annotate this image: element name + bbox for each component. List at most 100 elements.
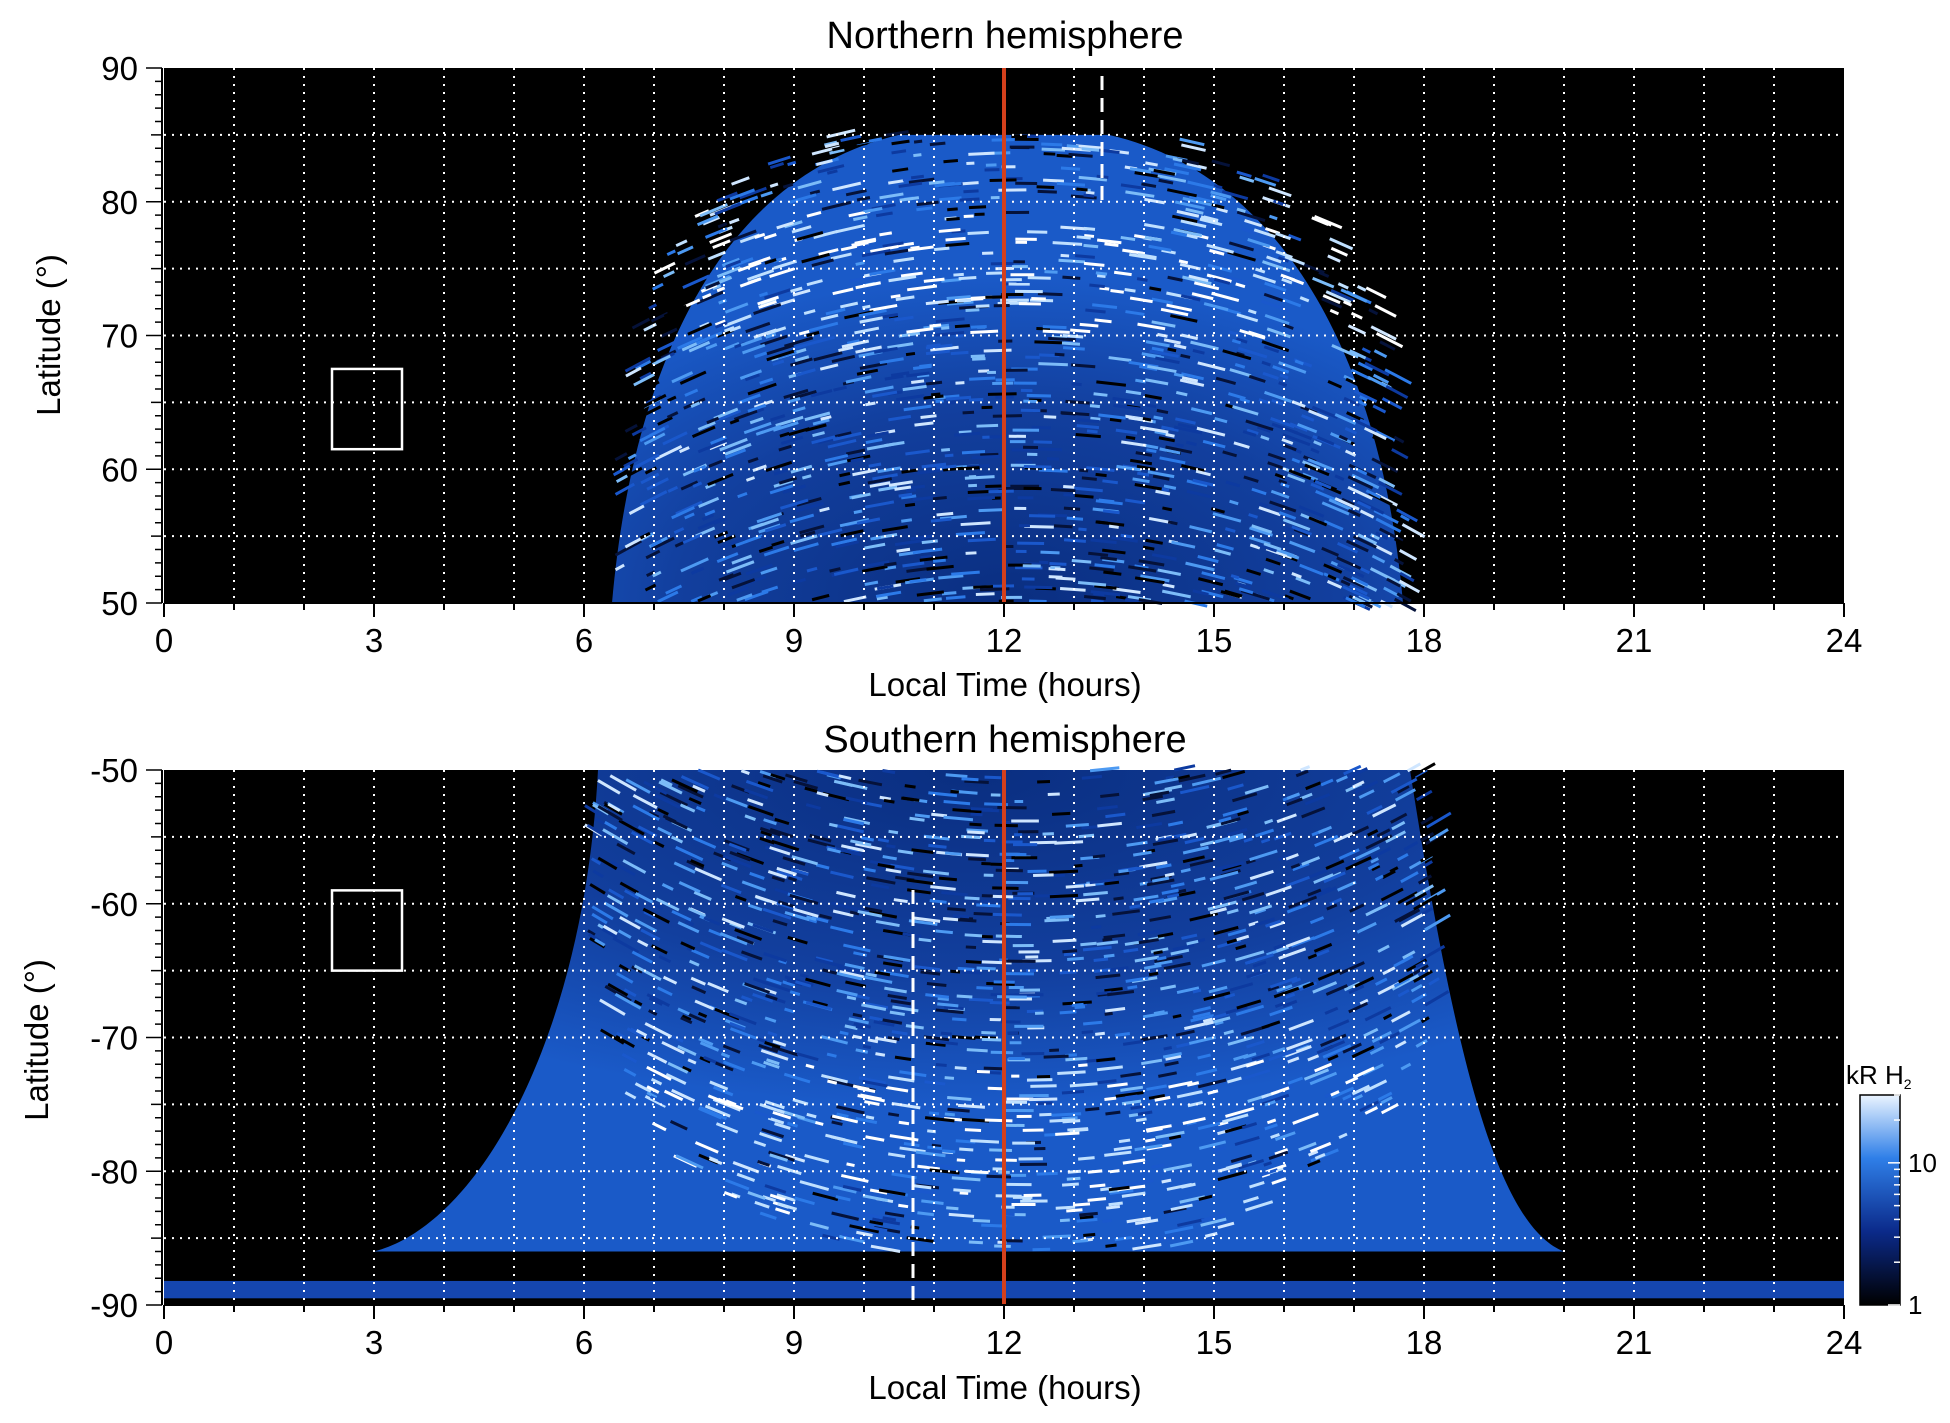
south-streak	[695, 805, 706, 813]
south-streak	[1301, 806, 1326, 819]
south-streak	[1390, 777, 1418, 794]
north-streak	[731, 578, 756, 590]
south-streak	[877, 837, 890, 843]
south-streak	[1141, 1058, 1163, 1066]
south-streak	[1195, 1068, 1218, 1076]
north-streak	[1278, 381, 1288, 387]
north-streak	[1322, 294, 1341, 305]
north-streak	[1228, 392, 1246, 401]
north-streak	[763, 545, 790, 557]
north-streak	[1076, 235, 1091, 240]
south-streak	[1209, 870, 1239, 881]
south-streak	[1374, 874, 1384, 882]
south-streak	[1113, 1145, 1133, 1152]
south-streak	[1134, 1143, 1163, 1152]
south-streak	[1331, 861, 1353, 874]
south-streak	[860, 836, 875, 842]
south-streak	[924, 1116, 955, 1123]
north-streak	[648, 303, 658, 310]
south-streak	[1424, 990, 1450, 1007]
north-streak	[792, 577, 807, 585]
north-streak	[818, 248, 839, 256]
north-streak	[1081, 476, 1097, 481]
south-streak	[957, 918, 977, 923]
north-streak	[812, 418, 830, 426]
north-streak	[1287, 233, 1302, 242]
south-streak	[1355, 846, 1381, 861]
south-streak	[784, 1007, 795, 1014]
north-streak	[945, 242, 970, 247]
south-streak	[624, 889, 640, 900]
north-streak	[907, 245, 934, 252]
north-streak	[729, 325, 742, 333]
north-streak	[1159, 447, 1181, 455]
north-streak	[1307, 458, 1335, 472]
north-streak	[1090, 538, 1117, 545]
north-streak	[834, 431, 852, 439]
north-streak	[1143, 235, 1162, 242]
north-streak	[660, 349, 677, 360]
south-streak	[1302, 981, 1315, 989]
south-streak	[1391, 820, 1406, 831]
north-streak	[887, 342, 914, 350]
south-streak	[826, 847, 841, 854]
north-streak	[644, 583, 657, 592]
south-streak	[721, 948, 748, 962]
north-streak	[643, 432, 666, 446]
south-streak	[671, 909, 692, 922]
south-streak	[844, 962, 865, 971]
south-streak	[815, 863, 830, 870]
north-streak	[1365, 489, 1382, 499]
south-streak	[1331, 1086, 1355, 1099]
north-streak	[945, 595, 966, 600]
north-streak	[810, 389, 833, 398]
north-streak	[731, 554, 753, 565]
south-streak	[1356, 921, 1377, 934]
south-streak	[688, 797, 702, 806]
north-streak	[1125, 389, 1142, 396]
south-streak	[1134, 1110, 1153, 1117]
north-streak	[825, 307, 846, 316]
south-streak	[1204, 899, 1225, 908]
north-streak	[1365, 286, 1387, 299]
north-streak	[1099, 286, 1110, 291]
south-streak	[1338, 961, 1365, 975]
north-streak	[719, 437, 748, 452]
north-streak	[696, 290, 724, 305]
north-streak	[1155, 356, 1180, 365]
south-streak	[1400, 871, 1419, 884]
south-streak	[874, 1036, 897, 1044]
north-streak	[1336, 563, 1365, 579]
north-streak	[760, 566, 778, 575]
colorbar-ticks: 110	[1888, 1094, 1937, 1320]
north-streak	[879, 312, 899, 319]
north-streak	[926, 343, 941, 348]
north-streak	[1275, 250, 1293, 259]
south-streak	[1151, 809, 1176, 818]
north-streak	[1398, 579, 1421, 594]
south-streak	[1155, 1130, 1185, 1140]
south-streak	[1327, 1019, 1350, 1031]
south-streak	[904, 784, 916, 789]
south-streak	[777, 900, 796, 909]
south-streak	[671, 1088, 696, 1103]
south-streak	[1163, 1206, 1187, 1215]
north-streak	[747, 457, 759, 464]
north-streak	[905, 383, 925, 390]
south-streak	[591, 912, 608, 925]
north-streak	[867, 477, 893, 485]
south-streak	[704, 1104, 731, 1118]
south-streak	[1342, 1042, 1362, 1054]
south-streak	[947, 1095, 972, 1101]
north-streak	[1172, 157, 1183, 163]
north-streak	[753, 351, 768, 359]
north-streak	[1338, 434, 1348, 442]
south-streak	[686, 859, 705, 870]
south-streak	[878, 1188, 906, 1196]
north-streak	[1100, 556, 1118, 562]
north-streak	[1037, 189, 1057, 194]
north-streak	[744, 373, 760, 382]
south-streak	[610, 860, 636, 877]
south-streak	[1114, 1031, 1131, 1037]
south-streak	[1106, 1204, 1121, 1210]
